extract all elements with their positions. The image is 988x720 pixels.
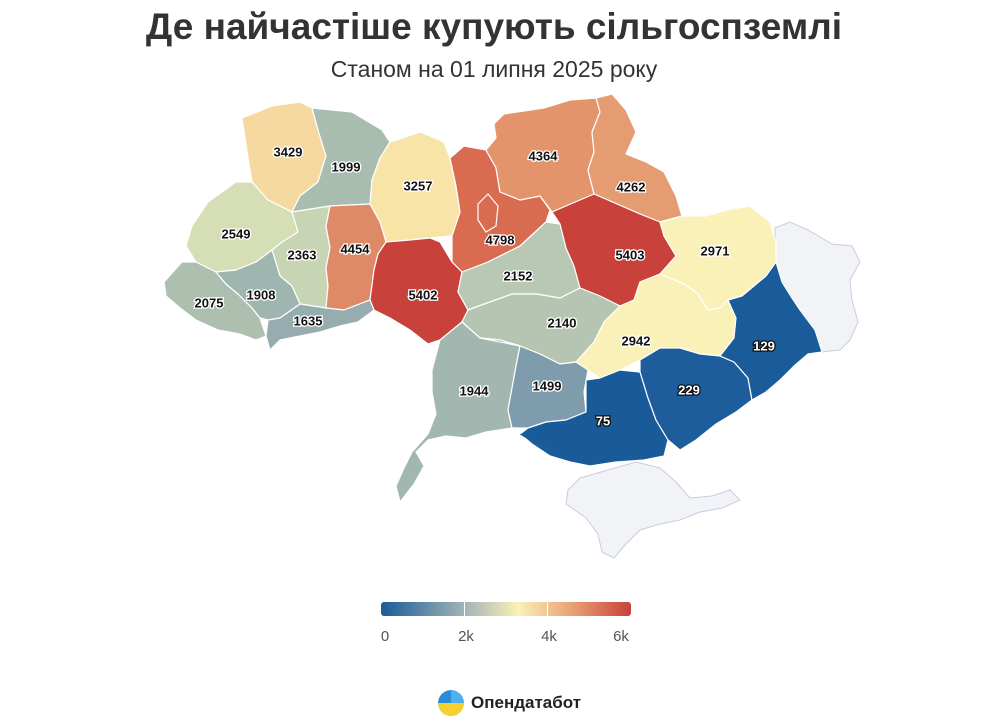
region-chernivtsi: [265, 299, 375, 351]
value-label-kherson: 75: [596, 413, 610, 428]
legend-separator: [547, 602, 548, 616]
region-odesa: [395, 321, 521, 503]
value-label-poltava: 5403: [616, 247, 645, 262]
value-label-sumy: 4262: [617, 179, 646, 194]
value-label-dnipropetrovsk: 2942: [622, 333, 651, 348]
legend-tick-4k: 4k: [541, 628, 557, 645]
value-label-ivano-frankivsk: 1908: [247, 287, 276, 302]
region-crimea: [565, 461, 741, 559]
region-donetsk: [719, 261, 823, 401]
legend-tick-2k: 2k: [458, 628, 474, 645]
value-label-zaporizhzhia: 229: [678, 382, 700, 397]
value-label-vinnytsia: 5402: [409, 287, 438, 302]
value-label-mykolaiv: 1499: [533, 378, 562, 393]
color-legend: 0 2k 4k 6k: [381, 602, 631, 645]
value-label-donetsk: 129: [753, 338, 775, 353]
ukraine-map: 3429 1999 3257 4798 4364 4262 2549 2363 4454 5402…: [163, 93, 861, 559]
chart-subtitle: Станом на 01 липня 2025 року: [330, 56, 658, 82]
legend-tick-0: 0: [380, 628, 390, 645]
value-label-cherkasy: 2152: [504, 268, 533, 283]
value-label-kyiv: 4798: [486, 232, 515, 247]
value-label-zakarpattia: 2075: [195, 295, 224, 310]
value-label-zhytomyr: 3257: [404, 178, 433, 193]
chart-title: Де найчастіше купують сільгоспземлі: [145, 6, 843, 47]
value-label-khmelnytskyi: 4454: [341, 241, 371, 256]
coastline: [519, 433, 561, 453]
value-label-chernihiv: 4364: [529, 148, 559, 163]
legend-gradient-bar: [381, 602, 631, 616]
value-label-kirovohrad: 2140: [548, 315, 577, 330]
value-label-lviv: 2549: [222, 226, 251, 241]
brand-logo-icon: [438, 690, 464, 716]
value-labels: 3429 1999 3257 4798 4364 4262 2549 2363 4454 5402…: [193, 143, 776, 430]
brand: Опендатабот: [438, 688, 581, 718]
region-zaporizhzhia: [639, 347, 753, 451]
value-label-volyn: 3429: [274, 144, 303, 159]
value-label-ternopil: 2363: [288, 247, 317, 262]
brand-name: Опендатабот: [471, 693, 582, 712]
legend-tick-6k: 6k: [613, 628, 629, 645]
legend-separator: [464, 602, 465, 616]
value-label-chernivtsi: 1635: [294, 313, 323, 328]
value-label-rivne: 1999: [332, 159, 361, 174]
value-label-kharkiv: 2971: [701, 243, 730, 258]
value-label-odesa: 1944: [460, 383, 490, 398]
